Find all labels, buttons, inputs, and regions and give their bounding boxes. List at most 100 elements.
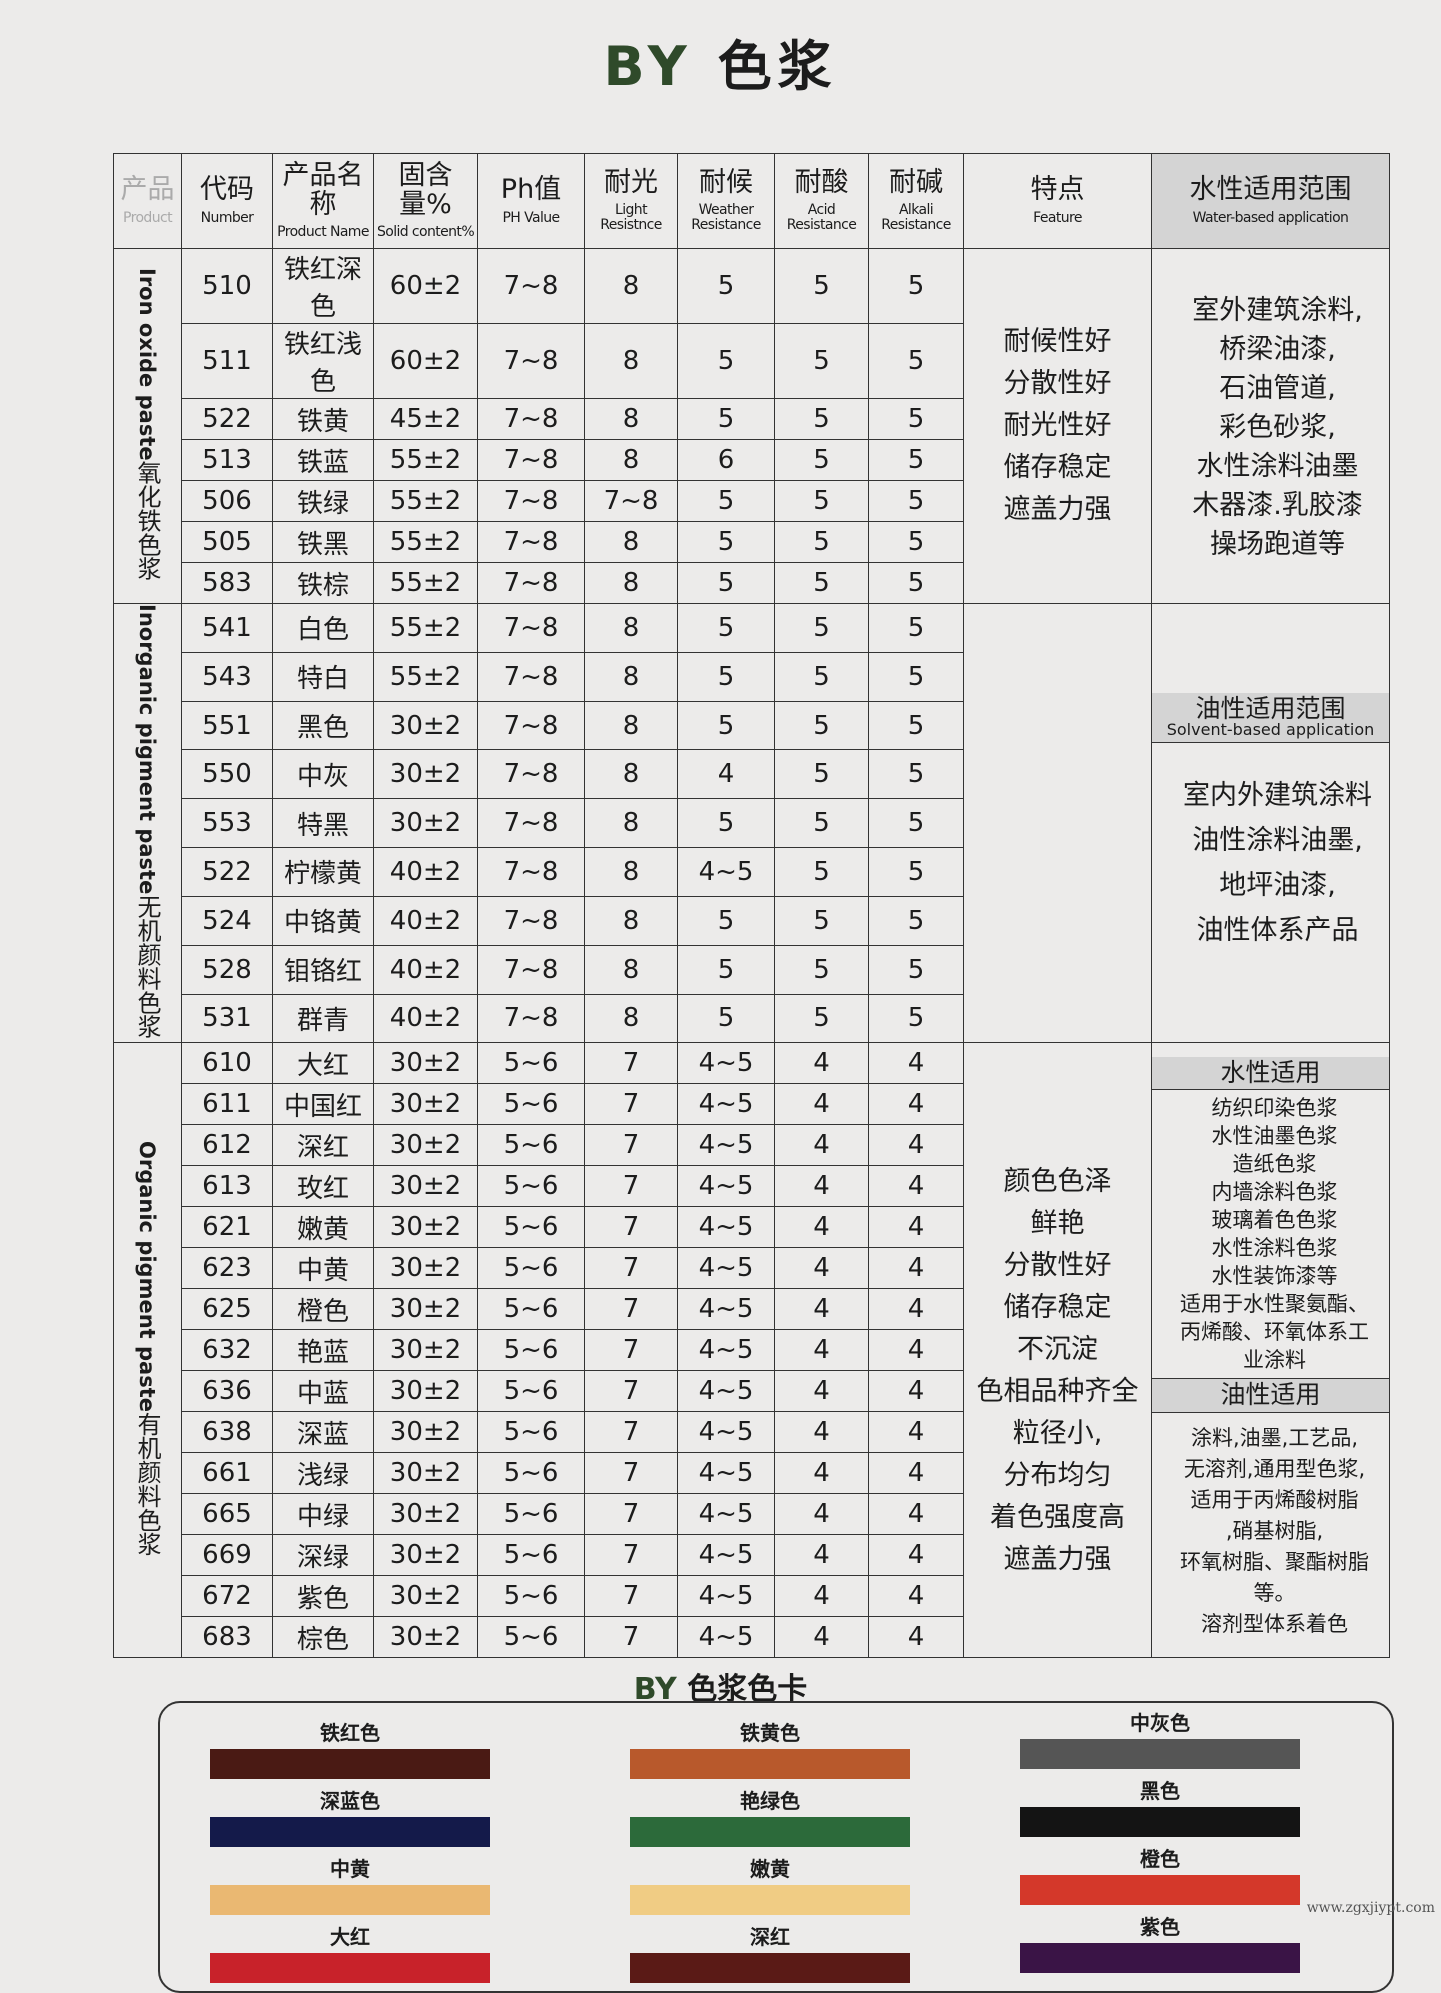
table-cell: 30±2 [373,700,478,751]
table-cell: 深红 [272,1124,374,1167]
table-cell: 8 [584,398,678,440]
table-cell: 7~8 [477,603,585,653]
table-cell: 5 [868,700,964,751]
application-item: 业涂料 [1243,1348,1306,1373]
application-item: 纺织印染色浆 [1211,1096,1338,1121]
table-cell: 7~8 [477,439,585,481]
table-cell: 30±2 [373,1411,478,1454]
table-cell: 中灰 [272,749,374,800]
table-cell: 7~8 [477,323,585,399]
table-cell: 5 [774,700,869,751]
color-swatch: 橙色 [1020,1843,1300,1905]
table-cell: 636 [181,1370,273,1413]
table-cell: 7~8 [477,562,585,604]
table-cell: 4~5 [677,1288,775,1331]
feature-item: 鲜艳 [1030,1208,1085,1240]
table-cell: 铁绿 [272,480,374,522]
spec-table: 产品 Product 代码 Number 产品名称 Product Name 固含量% Sol… [113,153,1390,1659]
table-cell: 8 [584,700,678,751]
application-item: 水性装饰漆等 [1211,1264,1338,1289]
application-item: 木器漆.乳胶漆 [1192,489,1363,521]
column-header: 水性适用范围 Water-based application [1151,153,1390,249]
table-cell: 541 [181,603,273,653]
table-cell: 30±2 [373,1124,478,1167]
group-label: Iron oxide paste氧化铁色浆 [130,268,165,581]
swatch-label: 橙色 [1140,1847,1180,1871]
table-cell: 中黄 [272,1247,374,1290]
subheader-cn: 油性适用范围 [1195,694,1346,724]
application-list: 室内外建筑涂料 油性涂料油墨, 地坪油漆, 油性体系产品 [1152,743,1389,953]
table-cell: 621 [181,1206,273,1249]
swatch-bar [1020,1943,1300,1973]
table-cell: 4~5 [677,1206,775,1249]
table-cell: 5~6 [477,1247,585,1290]
table-cell: 30±2 [373,1370,478,1413]
table-cell: 6 [677,439,775,481]
table-row: 528 钼铬红 40±2 7~8 8 5 5 5 [114,944,1390,995]
table-cell: 612 [181,1124,273,1167]
header-cn: 固含量% [398,160,453,220]
header-en: Weather Resistance [691,202,761,234]
table-row: 513 铁蓝 55±2 7~8 8 6 5 5 [114,439,1390,481]
table-cell: 橙色 [272,1288,374,1331]
table-row: 522 铁黄 45±2 7~8 8 5 5 5 [114,398,1390,440]
swatch-bar [630,1749,910,1779]
table-cell: 5~6 [477,1165,585,1208]
table-cell: 5 [774,562,869,604]
table-cell: 551 [181,700,273,751]
application-item: 操场跑道等 [1210,528,1345,560]
table-cell: 7 [584,1575,678,1618]
table-cell: 5~6 [477,1616,585,1659]
color-swatch: 艳绿色 [630,1785,910,1847]
application-item: 环氧树脂、聚酯树脂等。 [1180,1549,1369,1605]
table-cell: 4 [774,1247,869,1290]
table-cell: 4~5 [677,1042,775,1085]
feature-item: 储存稳定 [1003,452,1112,483]
application-item: 油性体系产品 [1196,915,1359,947]
header-en: Alkali Resistance [881,202,951,234]
table-cell: 5 [774,993,869,1044]
table-row: 661 浅绿 30±2 5~6 7 4~5 4 4 [114,1452,1390,1495]
group-en: Inorganic pigment paste [135,604,159,895]
table-row: 583 铁棕 55±2 7~8 8 5 5 5 [114,562,1390,604]
table-cell: 5 [774,248,869,324]
color-swatch: 黑色 [1020,1775,1300,1837]
table-cell: 55±2 [373,603,478,653]
table-cell: 611 [181,1083,273,1126]
application-item: 桥梁油漆, [1219,333,1336,365]
table-cell: 55±2 [373,562,478,604]
table-cell: 5 [677,323,775,399]
subheader-en: Solvent-based application [1166,720,1375,740]
table-cell: 4 [774,1329,869,1372]
table-cell: 中国红 [272,1083,374,1126]
table-row: 511 铁红浅色 60±2 7~8 8 5 5 5 [114,323,1390,399]
table-cell: 513 [181,439,273,481]
table-cell: 5 [774,651,869,702]
color-card: 铁红色 深蓝色 中黄 大红 铁黄色 艳绿色 嫩黄 深红 中灰色 黑色 橙色 紫色 [158,1701,1394,1993]
header-cn: Ph值 [500,174,562,206]
table-cell: 55±2 [373,480,478,522]
table-cell: 4 [868,1042,964,1085]
table-cell: 紫色 [272,1575,374,1618]
table-cell: 中铬黄 [272,895,374,946]
application-list: 涂料,油墨,工艺品, 无溶剂,通用型色浆, 适用于丙烯酸树脂 ,硝基树脂, 环氧树脂、聚… [1152,1413,1389,1644]
table-row: 665 中绿 30±2 5~6 7 4~5 4 4 [114,1493,1390,1536]
color-swatch: 铁红色 [210,1717,490,1779]
feature-item: 分布均匀 [1003,1460,1112,1492]
swatch-bar [210,1749,490,1779]
table-cell: 4 [868,1165,964,1208]
application-item: 玻璃着色色浆 [1211,1208,1338,1233]
table-cell: 638 [181,1411,273,1454]
table-cell: 铁黑 [272,521,374,563]
table-row: 524 中铬黄 40±2 7~8 8 5 5 5 [114,895,1390,946]
table-cell: 铁黄 [272,398,374,440]
table-cell: 5 [868,603,964,653]
column-header: Ph值 PH Value [477,153,585,249]
color-swatch: 中黄 [210,1853,490,1915]
table-cell: 5 [677,248,775,324]
table-cell: 4~5 [677,1165,775,1208]
application-item: 石油管道, [1219,372,1336,404]
table-row: 553 特黑 30±2 7~8 8 5 5 5 [114,798,1390,849]
table-cell: 5 [868,749,964,800]
table-cell: 4~5 [677,1452,775,1495]
